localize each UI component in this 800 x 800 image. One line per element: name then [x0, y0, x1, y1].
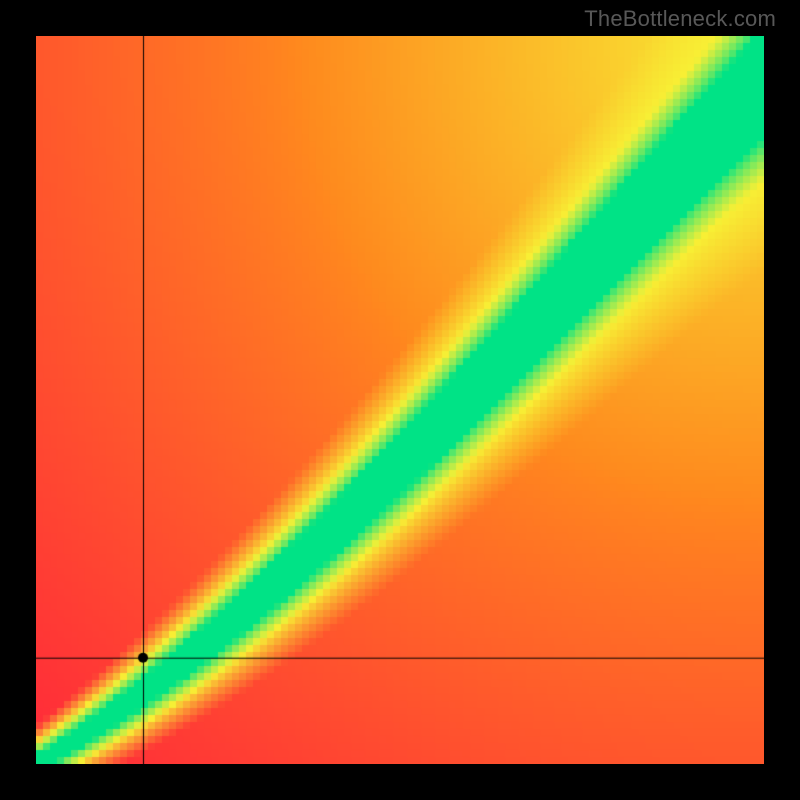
- bottleneck-heatmap: [36, 36, 764, 764]
- stage: TheBottleneck.com: [0, 0, 800, 800]
- watermark-text: TheBottleneck.com: [584, 6, 776, 32]
